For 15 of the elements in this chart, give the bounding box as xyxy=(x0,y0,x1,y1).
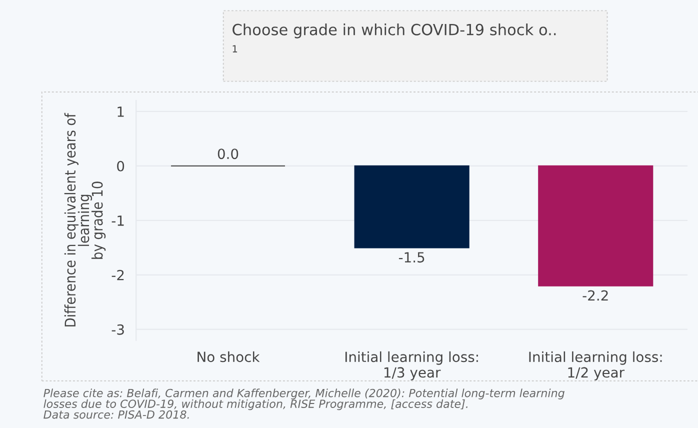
x-tick-label: Initial learning loss: 1/2 year xyxy=(529,351,662,380)
y-tick-label: -2 xyxy=(112,270,124,280)
y-tick-label: 1 xyxy=(118,106,124,117)
x-tick-label: No shock xyxy=(198,351,260,362)
data-label: -1.5 xyxy=(398,252,424,263)
data-label: -2.2 xyxy=(582,290,608,301)
text: Please cite as: Belafi, Carmen and Kaffenberger, Michelle (2020): Potential long-term learning losses due to COVID-19, without mitigation, RISE Programme, [access date]. Data source: PISA-D 2018. xyxy=(44,388,564,419)
y-tick-label: -3 xyxy=(112,324,124,335)
data-label: 0.0 xyxy=(218,148,238,160)
y-tick-label: 0 xyxy=(117,160,124,172)
y-tick-label: -1 xyxy=(112,216,124,226)
y-axis-title: Difference in equivalent years of learning by grade 10 xyxy=(64,112,106,326)
text: Choose grade in which COVID-19 shock o.. xyxy=(232,24,556,38)
text: 1 xyxy=(232,45,238,52)
x-tick-label: Initial learning loss: 1/3 year xyxy=(345,351,478,380)
